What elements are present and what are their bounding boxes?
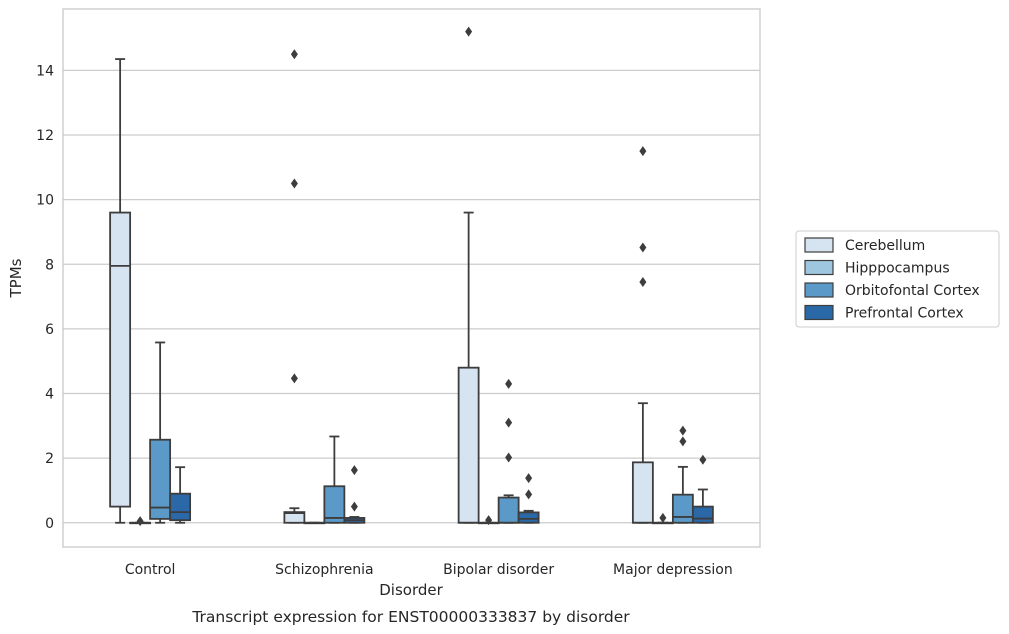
y-tick-label: 14 <box>36 63 54 79</box>
box-hipppocampus <box>303 521 326 525</box>
outlier-point <box>639 146 647 157</box>
legend-swatch <box>804 237 834 253</box>
box-iqr <box>517 511 540 524</box>
y-tick-label: 8 <box>45 257 54 273</box>
box-groups <box>109 26 714 527</box>
box-iqr <box>691 505 714 524</box>
outlier-point <box>699 454 707 465</box>
outlier-point <box>290 178 298 189</box>
outlier-point <box>465 26 473 37</box>
box-iqr <box>631 461 654 524</box>
outlier-point <box>525 473 533 484</box>
y-tick-labels: 0 2 4 6 8 10 12 14 <box>36 63 54 531</box>
box-orbitofontal-cortex <box>497 378 520 524</box>
y-tick-label: 2 <box>45 451 54 467</box>
outlier-point <box>136 516 144 527</box>
outlier-point <box>659 512 667 523</box>
outlier-point <box>350 465 358 476</box>
y-tick-label: 12 <box>36 128 54 144</box>
box-orbitofontal-cortex <box>323 435 346 524</box>
x-tick-label: Bipolar disorder <box>443 562 554 578</box>
box-cerebellum <box>631 146 654 524</box>
x-tick-label: Major depression <box>613 562 733 578</box>
legend-swatch <box>804 304 834 321</box>
box-prefrontal-cortex <box>169 466 192 524</box>
outlier-point <box>679 436 687 447</box>
legend-entry: Prefrontal Cortex <box>845 306 964 322</box>
box-prefrontal-cortex <box>517 473 540 524</box>
box-orbitofontal-cortex <box>149 341 172 524</box>
outlier-point <box>505 378 513 389</box>
box-iqr <box>671 493 694 524</box>
box-hipppocampus <box>129 516 152 527</box>
box-iqr <box>323 485 346 524</box>
outlier-point <box>679 425 687 436</box>
legend-entry: Cerebellum <box>845 238 925 254</box>
box-cerebellum <box>283 49 306 524</box>
box-iqr <box>149 438 172 520</box>
x-tick-label: Schizophrenia <box>275 562 373 578</box>
x-tick-labels: Control Schizophrenia Bipolar disorder Majo… <box>125 562 733 578</box>
chart-caption: Transcript expression for ENST0000033383… <box>191 608 630 626</box>
outlier-point <box>290 373 298 384</box>
y-tick-label: 4 <box>45 387 54 403</box>
outlier-point <box>505 452 513 463</box>
y-tick-label: 6 <box>45 322 54 338</box>
outlier-point <box>505 417 513 428</box>
box-prefrontal-cortex <box>343 465 366 524</box>
legend-swatch <box>804 259 834 276</box>
box-hipppocampus <box>651 512 674 525</box>
outlier-point <box>485 515 493 526</box>
legend: Cerebellum Hipppocampus Orbitofontal Corte… <box>795 230 1000 328</box>
outlier-point <box>290 49 298 60</box>
y-tick-label: 0 <box>45 516 54 532</box>
box-iqr <box>169 492 192 522</box>
box-iqr <box>457 366 480 524</box>
box-orbitofontal-cortex <box>671 425 694 524</box>
x-tick-label: Control <box>125 562 176 578</box>
outlier-point <box>525 489 533 500</box>
box-iqr <box>283 511 306 524</box>
legend-entry: Orbitofontal Cortex <box>845 283 980 299</box>
outlier-point <box>639 277 647 288</box>
y-axis-label: TPMs <box>7 258 25 298</box>
legend-swatch <box>804 282 834 298</box>
plot-area <box>62 8 761 548</box>
legend-frame <box>795 230 1000 328</box>
outlier-point <box>639 242 647 253</box>
box-prefrontal-cortex <box>691 454 714 524</box>
box-cerebellum <box>457 26 480 524</box>
box-iqr <box>497 496 520 524</box>
box-iqr <box>109 211 132 508</box>
box-cerebellum <box>109 58 132 524</box>
x-axis-label: Disorder <box>379 581 443 599</box>
legend-entry: Hipppocampus <box>845 261 950 277</box>
y-tick-label: 10 <box>36 193 54 209</box>
outlier-point <box>350 501 358 512</box>
